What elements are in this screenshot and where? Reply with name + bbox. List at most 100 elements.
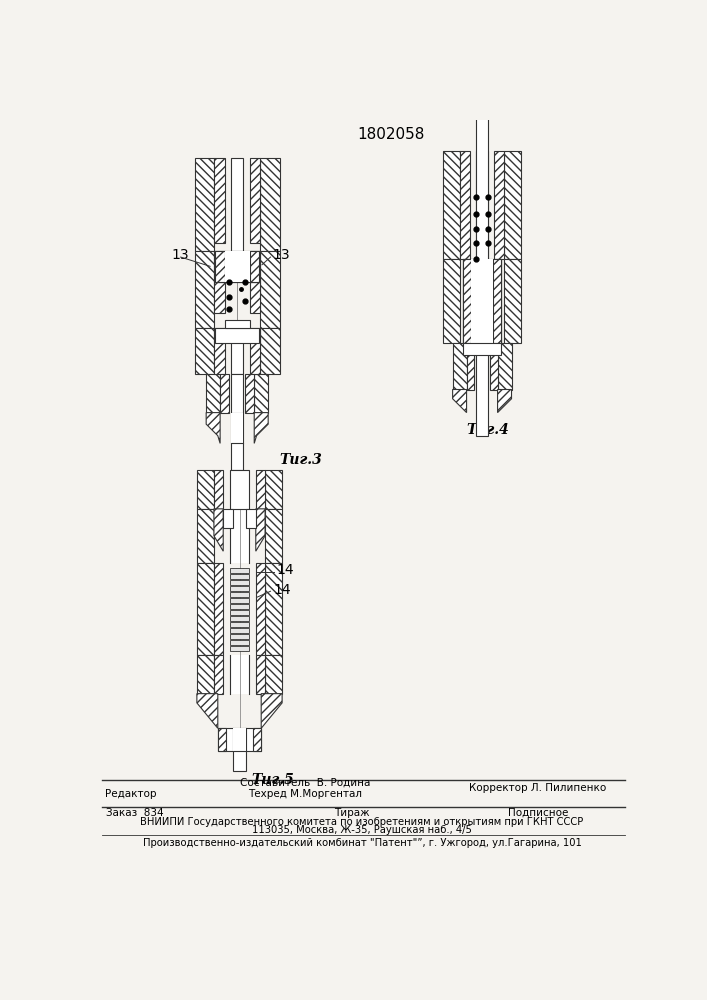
Polygon shape: [261, 694, 282, 728]
Bar: [493, 259, 501, 343]
Bar: [214, 251, 225, 312]
Polygon shape: [498, 389, 512, 413]
Bar: [504, 151, 521, 259]
Bar: [194, 158, 214, 251]
Text: Составитель  В. Родина: Составитель В. Родина: [240, 778, 370, 788]
Bar: [197, 563, 214, 655]
Polygon shape: [255, 413, 268, 443]
Bar: [256, 470, 265, 509]
Bar: [464, 259, 501, 343]
Text: Τиг.3: Τиг.3: [280, 453, 322, 467]
Text: Тираж: Тираж: [334, 808, 370, 818]
Bar: [494, 151, 504, 259]
Bar: [443, 151, 460, 259]
Bar: [476, 343, 489, 389]
Bar: [256, 563, 265, 655]
Bar: [233, 728, 246, 751]
Bar: [231, 158, 243, 251]
Bar: [230, 592, 249, 597]
Bar: [214, 328, 225, 374]
Polygon shape: [214, 509, 223, 551]
Bar: [265, 655, 282, 694]
Bar: [216, 251, 259, 282]
Bar: [250, 158, 260, 243]
Text: Редактор: Редактор: [105, 789, 157, 799]
Bar: [197, 509, 214, 563]
Bar: [260, 158, 280, 251]
Bar: [197, 470, 214, 509]
Text: 14: 14: [276, 563, 294, 577]
Bar: [214, 563, 223, 655]
Text: 113035, Москва, Ж-35, Раушская наб., 4/5: 113035, Москва, Ж-35, Раушская наб., 4/5: [252, 825, 472, 835]
Text: Τиг.4: Τиг.4: [467, 423, 509, 437]
Bar: [220, 374, 230, 413]
Bar: [250, 251, 259, 282]
Text: 14: 14: [274, 583, 291, 597]
Bar: [476, 151, 489, 259]
Bar: [231, 413, 243, 443]
Bar: [255, 374, 268, 413]
Bar: [250, 251, 260, 312]
Text: 1802058: 1802058: [357, 127, 424, 142]
Bar: [218, 728, 261, 751]
Bar: [230, 628, 249, 633]
Bar: [230, 655, 249, 694]
Bar: [194, 328, 214, 374]
Bar: [231, 328, 243, 374]
Bar: [233, 751, 246, 771]
Text: Корректор Л. Пилипенко: Корректор Л. Пилипенко: [469, 783, 607, 793]
Bar: [260, 328, 280, 374]
Bar: [476, 0, 489, 436]
Bar: [230, 640, 249, 645]
Bar: [225, 320, 250, 328]
Bar: [490, 343, 498, 389]
Bar: [218, 728, 226, 751]
Bar: [223, 509, 233, 528]
Bar: [245, 374, 255, 413]
Bar: [230, 604, 249, 609]
Bar: [443, 259, 460, 343]
Polygon shape: [197, 694, 218, 728]
Bar: [247, 509, 256, 528]
Text: ВНИИПИ Государственного комитета по изобретениям и открытиям при ГКНТ СССР: ВНИИПИ Государственного комитета по изоб…: [140, 817, 583, 827]
Bar: [230, 646, 249, 651]
Bar: [452, 343, 467, 389]
Bar: [467, 343, 474, 389]
Bar: [498, 343, 512, 389]
Bar: [230, 622, 249, 627]
Bar: [214, 470, 223, 509]
Bar: [256, 655, 265, 694]
Bar: [206, 374, 220, 413]
Text: Производственно-издательский комбинат "Патент"”, г. Ужгород, ул.Гагарина, 101: Производственно-издательский комбинат "П…: [143, 838, 581, 848]
Bar: [464, 259, 472, 343]
Bar: [214, 158, 225, 243]
Bar: [230, 634, 249, 639]
Bar: [230, 568, 249, 573]
Text: Τиг.5: Τиг.5: [251, 773, 294, 787]
Bar: [460, 151, 469, 259]
Bar: [230, 586, 249, 591]
Polygon shape: [452, 389, 467, 413]
Bar: [472, 259, 493, 343]
Bar: [230, 598, 249, 603]
Bar: [504, 259, 521, 343]
Bar: [231, 374, 243, 413]
Polygon shape: [206, 413, 220, 443]
Text: Заказ  834: Заказ 834: [106, 808, 164, 818]
Bar: [265, 563, 282, 655]
Text: 13: 13: [272, 248, 290, 262]
Bar: [216, 328, 259, 343]
Bar: [197, 655, 214, 694]
Bar: [214, 655, 223, 694]
Bar: [225, 251, 250, 282]
Bar: [230, 574, 249, 579]
Text: Техред М.Моргентал: Техред М.Моргентал: [248, 789, 363, 799]
Bar: [230, 580, 249, 585]
Bar: [250, 328, 260, 374]
Bar: [231, 443, 243, 470]
Bar: [253, 728, 261, 751]
Bar: [230, 616, 249, 621]
Bar: [265, 470, 282, 509]
Bar: [230, 509, 249, 563]
Bar: [230, 470, 249, 509]
